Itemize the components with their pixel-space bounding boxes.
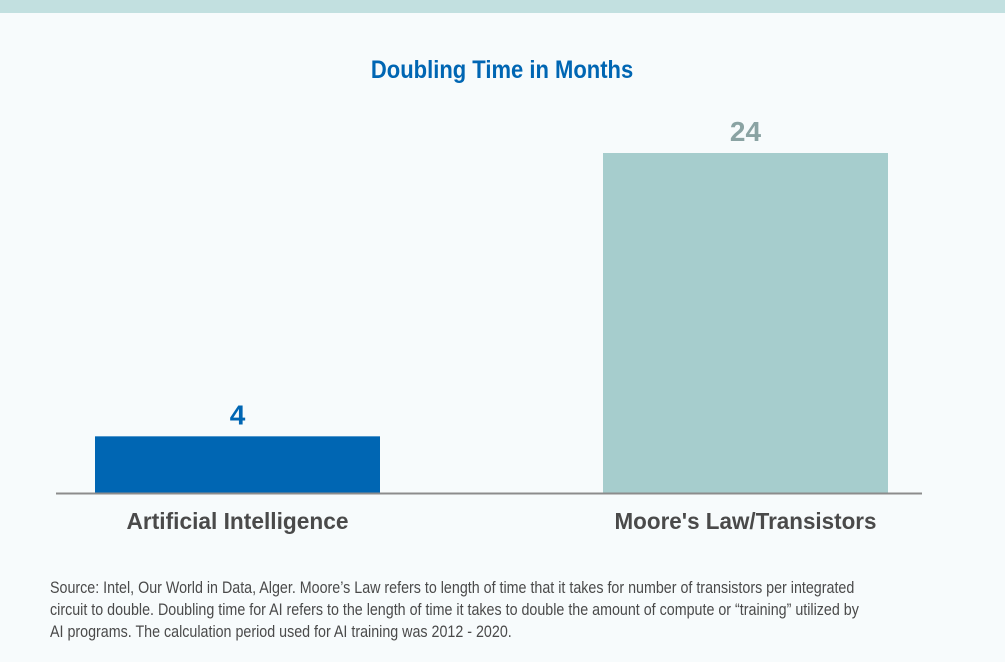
data-label-0: 4 [230, 399, 246, 430]
footnote: Source: Intel, Our World in Data, Alger.… [50, 577, 1005, 643]
chart-title-text: Doubling Time in Months [371, 56, 634, 84]
bar-0 [95, 436, 380, 493]
bar-chart: 4 Artificial Intelligence 24 Moore's Law/Tr… [56, 116, 922, 534]
footnote-line-2: circuit to double. Doubling time for AI … [50, 600, 859, 619]
category-label-1: Moore's Law/Transistors [615, 508, 877, 534]
footnote-line-1: Source: Intel, Our World in Data, Alger.… [50, 578, 855, 597]
chart-title: Doubling Time in Months [0, 56, 1005, 85]
top-band [0, 0, 1005, 13]
data-label-1: 24 [730, 116, 762, 147]
footnote-line-3: AI programs. The calculation period used… [50, 622, 512, 641]
category-label-0: Artificial Intelligence [127, 508, 349, 534]
bar-1 [603, 153, 888, 493]
